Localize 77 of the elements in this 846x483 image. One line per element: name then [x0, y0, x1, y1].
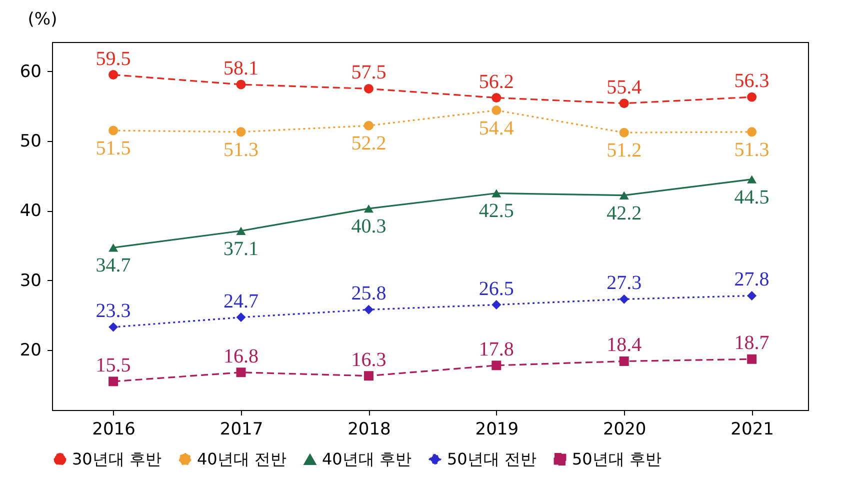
point: [108, 126, 118, 136]
point: [747, 127, 757, 137]
data-label: 44.5: [734, 186, 770, 208]
data-label: 55.4: [606, 76, 642, 98]
x-tick-label: 2019: [475, 420, 519, 440]
y-tick-label: 60: [20, 62, 42, 82]
data-label: 58.1: [224, 58, 258, 80]
point: [619, 128, 629, 138]
data-label: 51.5: [96, 138, 131, 160]
data-label: 18.7: [734, 332, 770, 354]
point: [364, 84, 374, 94]
x-tick-label: 2016: [92, 420, 136, 440]
data-label: 23.3: [96, 300, 131, 322]
data-label: 37.1: [224, 238, 258, 260]
data-label: 27.8: [734, 268, 770, 291]
data-label: 51.3: [224, 138, 258, 161]
data-label: 16.8: [224, 345, 258, 368]
point: [619, 294, 629, 304]
data-label: 34.7: [96, 254, 131, 277]
legend-label: 40년대 후반: [322, 450, 412, 468]
point: [492, 360, 502, 370]
point: [747, 290, 757, 300]
data-label: 56.3: [734, 70, 770, 92]
point: [619, 356, 629, 366]
point: [108, 322, 118, 332]
point: [364, 371, 374, 381]
data-label: 42.5: [478, 200, 514, 222]
point: [108, 70, 118, 80]
legend-label: 50년대 후반: [572, 449, 662, 468]
y-tick-label: 50: [20, 131, 42, 152]
point: [236, 368, 246, 378]
data-label: 56.2: [478, 70, 514, 93]
data-label: 18.4: [606, 334, 642, 356]
point: [619, 98, 629, 108]
data-label: 26.5: [478, 278, 514, 300]
point: [236, 127, 246, 137]
point: [108, 376, 118, 386]
point: [747, 354, 757, 364]
data-label: 42.2: [606, 202, 642, 224]
data-label: 57.5: [351, 62, 386, 84]
legend-label: 40년대 전반: [197, 449, 286, 468]
point: [364, 204, 374, 213]
point: [236, 312, 246, 322]
point: [619, 191, 629, 200]
point: [747, 92, 757, 102]
y-axis-title: (%): [28, 10, 58, 30]
point: [236, 80, 246, 90]
data-label: 25.8: [351, 282, 386, 305]
data-label: 59.5: [96, 48, 131, 70]
data-label: 52.2: [351, 132, 386, 155]
data-label: 54.4: [478, 117, 514, 140]
point: [747, 175, 757, 184]
x-tick-label: 2021: [730, 420, 774, 440]
y-tick-label: 20: [20, 340, 42, 361]
legend-label: 50년대 전반: [447, 449, 536, 468]
data-label: 16.3: [351, 348, 386, 371]
y-tick-label: 30: [20, 270, 42, 291]
point: [492, 300, 502, 310]
y-tick-label: 40: [20, 201, 42, 222]
point: [108, 244, 118, 252]
point: [364, 304, 374, 314]
x-tick-label: 2018: [348, 420, 391, 440]
x-tick-label: 2017: [220, 420, 264, 440]
data-label: 27.3: [606, 272, 642, 294]
data-label: 51.2: [606, 140, 642, 162]
point: [492, 93, 502, 102]
data-label: 17.8: [478, 338, 514, 360]
point: [492, 189, 502, 198]
data-label: 24.7: [224, 290, 258, 312]
x-tick-label: 2020: [602, 420, 646, 440]
data-label: 51.3: [734, 138, 770, 161]
data-label: 15.5: [96, 354, 131, 376]
point: [236, 226, 246, 235]
point: [364, 120, 374, 130]
legend-label: 30년대 후반: [72, 449, 162, 468]
data-label: 40.3: [351, 216, 386, 238]
point: [492, 106, 502, 116]
